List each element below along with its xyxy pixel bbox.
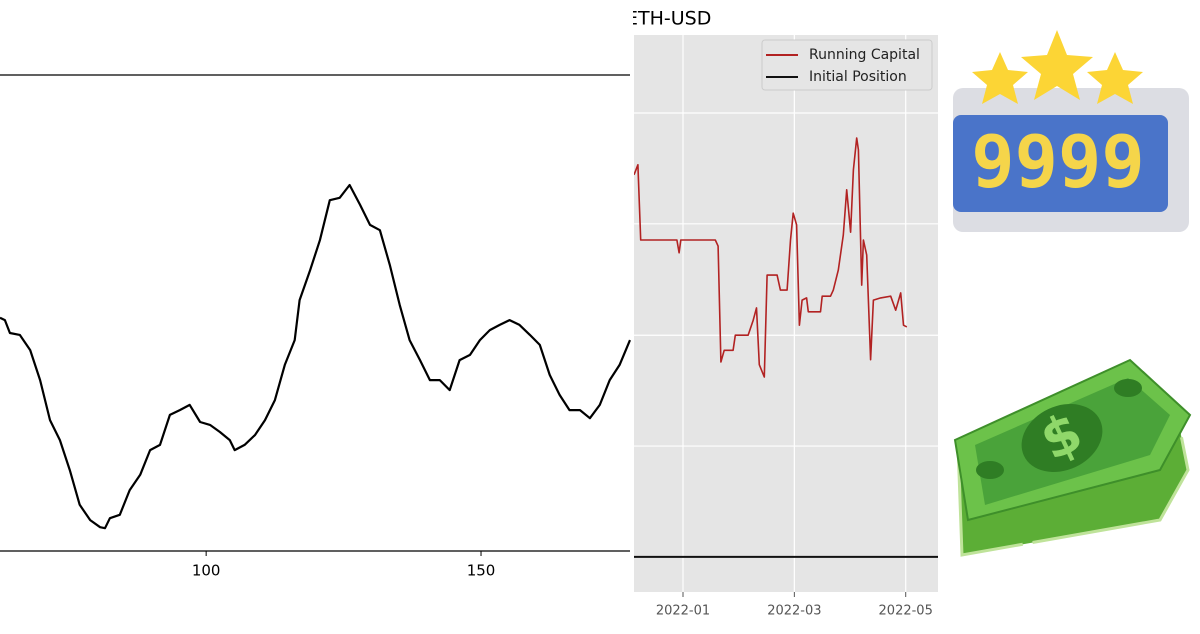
legend-label: Initial Position xyxy=(809,69,907,85)
x-tick-label: 2022-01 xyxy=(656,604,710,619)
x-tick-label: 2022-03 xyxy=(767,604,821,619)
plot-background xyxy=(634,35,938,592)
star xyxy=(972,52,1028,104)
star xyxy=(1021,30,1093,100)
data-line xyxy=(0,183,631,530)
legend-label: Running Capital xyxy=(809,47,920,63)
plot xyxy=(634,35,938,592)
x-tick-label: 2022-05 xyxy=(879,604,933,619)
money-icon: $ xyxy=(953,358,1192,557)
bill-center xyxy=(1021,403,1103,473)
x-tick-label: 100 xyxy=(192,562,221,580)
rating-badge-icon: 9999 xyxy=(953,30,1189,232)
badge-screen xyxy=(953,115,1168,212)
plot xyxy=(0,183,631,530)
star xyxy=(1087,52,1143,104)
chart-title: ETH-USD xyxy=(626,8,711,30)
x-tick-label: 150 xyxy=(467,562,496,580)
bill-dot xyxy=(1114,379,1142,397)
badge-text: 9999 xyxy=(971,120,1144,204)
data-line xyxy=(634,137,908,378)
legend-box xyxy=(761,39,933,91)
bill-dot xyxy=(976,461,1004,479)
